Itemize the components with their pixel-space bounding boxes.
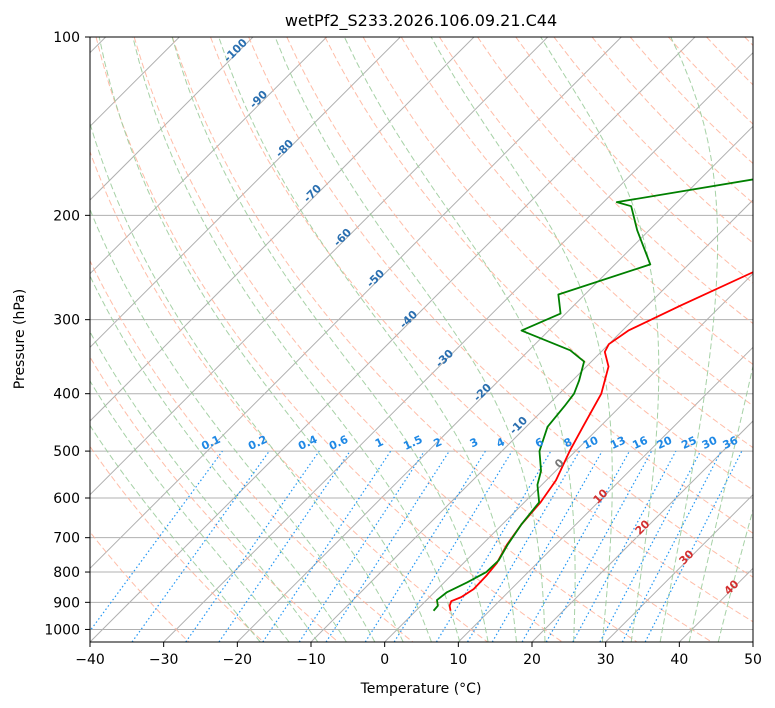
- mixing-ratio-line: [466, 450, 580, 642]
- y-tick-label: 200: [53, 208, 80, 224]
- profile-series: [432, 178, 753, 612]
- x-tick-label: −40: [75, 652, 105, 668]
- x-tick-label: 40: [670, 652, 688, 668]
- plot-background: [90, 37, 753, 642]
- dry-adiabat-line: [133, 37, 638, 642]
- mixing-ratio-lines: [90, 450, 743, 642]
- mixing-ratio-label: 16: [630, 434, 650, 452]
- moist-adiabats: [90, 37, 753, 642]
- dry-adiabat-line: [210, 37, 753, 623]
- isotherm-line: [457, 346, 753, 642]
- x-tick-label: −10: [296, 652, 326, 668]
- isotherm-line: [90, 37, 254, 201]
- isotherm-line: [605, 493, 753, 642]
- dry-adiabat-line: [90, 445, 264, 642]
- mixing-ratio-line: [491, 450, 603, 642]
- x-tick-label: 0: [380, 652, 389, 668]
- moist-adiabat-line: [90, 424, 261, 642]
- mixing-ratio-line: [545, 450, 653, 642]
- isotherm-line: [90, 37, 696, 642]
- mixing-ratio-line: [393, 450, 513, 642]
- y-tick-label: 800: [53, 565, 80, 581]
- mixing-ratio-line: [572, 450, 677, 642]
- mixing-ratio-line: [435, 450, 552, 642]
- chart-title: wetPf2_S233.2026.106.09.21.C44: [285, 11, 557, 31]
- moist-adiabat-line: [171, 37, 489, 642]
- dry-adiabat-line: [90, 150, 488, 642]
- x-tick-label: 30: [597, 652, 615, 668]
- y-tick-label: 500: [53, 444, 80, 460]
- isotherm-line: [384, 272, 753, 642]
- moist-adiabat-line: [659, 37, 719, 642]
- isotherm-line: [531, 420, 753, 642]
- x-tick-label: 20: [523, 652, 541, 668]
- plot-frame: [89, 36, 754, 643]
- moist-adiabat-line: [90, 121, 404, 642]
- mixing-ratio-label: 13: [608, 434, 627, 452]
- moist-adiabat-line: [540, 37, 660, 642]
- mixing-ratio-label: 10: [581, 434, 601, 452]
- y-tick-label: 1000: [44, 622, 80, 638]
- moist-adiabat-line: [90, 380, 290, 642]
- y-tick-label: 400: [53, 387, 80, 403]
- dry-adiabat-line: [286, 37, 753, 534]
- isotherm-line: [752, 641, 753, 642]
- mixing-ratio-line: [185, 450, 320, 642]
- dry-adiabat-line: [362, 37, 753, 449]
- moist-adiabat-line: [98, 37, 432, 642]
- mixing-ratio-line: [364, 450, 486, 642]
- y-tick-label: 600: [53, 491, 80, 507]
- dry-adiabat-line: [324, 37, 753, 491]
- isotherm-line: [90, 37, 549, 496]
- isobar-gridlines: [90, 37, 753, 630]
- isotherm-line: [310, 199, 753, 642]
- dry-adiabat-line: [248, 37, 753, 578]
- moist-adiabat-line: [132, 37, 461, 642]
- isotherm-line: [236, 125, 753, 642]
- moist-adiabat-line: [430, 37, 613, 642]
- isotherm-line: [90, 37, 401, 349]
- skewed-isotherm-gridlines: [90, 37, 753, 642]
- y-tick-label: 300: [53, 313, 80, 329]
- x-axis-label: Temperature (°C): [360, 681, 482, 697]
- mixing-ratio-label: 30: [700, 434, 720, 452]
- dry-adiabat-line: [90, 356, 339, 642]
- moist-adiabat-line: [343, 37, 576, 642]
- mixing-ratio-label: 25: [679, 434, 698, 452]
- x-tick-label: −20: [223, 652, 253, 668]
- mixing-ratio-label: 36: [721, 434, 741, 452]
- dry-adiabat-line: [95, 37, 563, 642]
- moist-adiabat-line: [274, 37, 546, 642]
- isotherm-line: [90, 37, 328, 275]
- mixing-ratio-line: [521, 450, 631, 642]
- isotherm-line: [90, 37, 475, 422]
- y-axis-ticks: 100 200 300 400 500 600 700 800 900 1000: [44, 30, 90, 638]
- y-tick-label: 100: [53, 30, 80, 46]
- moist-adiabat-line: [218, 37, 518, 642]
- y-tick-label: 700: [53, 531, 80, 547]
- x-tick-label: 10: [449, 652, 467, 668]
- dry-adiabat-line: [171, 37, 712, 642]
- y-tick-label: 900: [53, 595, 80, 611]
- mixing-ratio-label: 20: [655, 434, 675, 452]
- isotherm-line: [163, 51, 753, 642]
- dewpoint-profile-line: [432, 178, 753, 612]
- temperature-profile-line: [448, 271, 753, 611]
- y-axis-label: Pressure (hPa): [12, 289, 28, 389]
- moist-adiabat-line: [90, 208, 376, 642]
- mixing-ratio-line: [218, 450, 351, 642]
- mixing-ratio-line: [325, 450, 450, 642]
- isotherm-line: [90, 37, 622, 570]
- x-tick-label: 50: [744, 652, 762, 668]
- x-tick-label: −30: [149, 652, 179, 668]
- x-axis-ticks: −40 −30 −20 −10 0 10 20 30 40 50: [75, 642, 762, 668]
- moist-adiabat-line: [90, 274, 347, 642]
